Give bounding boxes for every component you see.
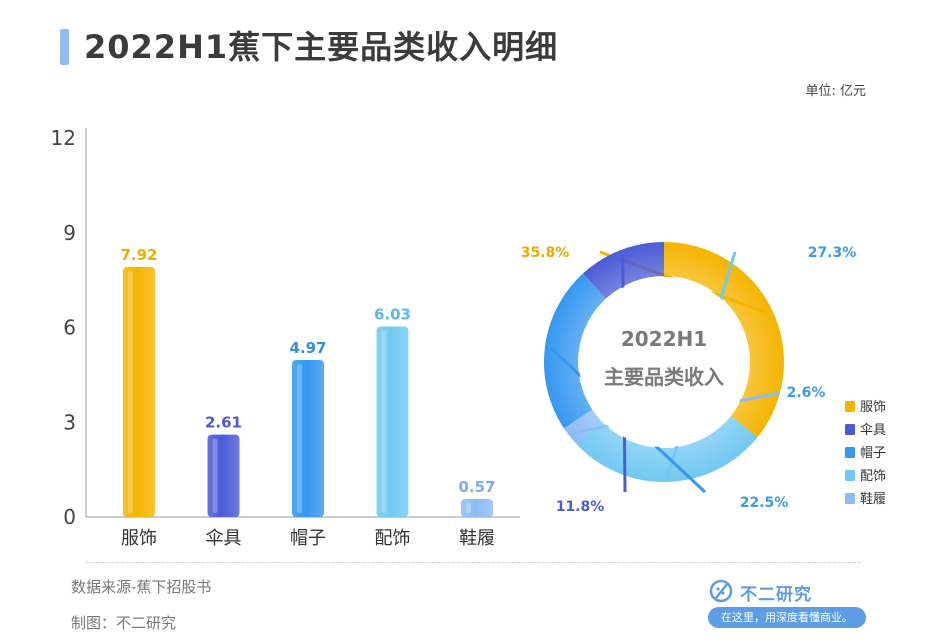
x-tick-label: 伞具	[206, 528, 242, 549]
x-tick-label: 鞋履	[459, 528, 495, 549]
footer-divider	[86, 562, 861, 563]
brand-name: 不二研究	[740, 585, 812, 605]
donut-hole	[579, 277, 749, 447]
brand-tagline: 在这里，用深度看懂商业。	[708, 607, 866, 628]
bar-服饰	[123, 266, 155, 517]
donut-slice-配饰	[576, 415, 758, 483]
title-accent-bar	[60, 29, 69, 65]
bar-value-label: 2.61	[205, 414, 242, 432]
legend-swatch	[845, 447, 855, 458]
donut-slice-服饰	[664, 242, 784, 438]
page-title: 2022H1蕉下主要品类收入明细	[84, 28, 559, 66]
donut-center-line-1: 2022H1	[621, 327, 707, 351]
slice-percent-label: 11.8%	[556, 499, 605, 515]
chart-credit: 制图：不二研究	[71, 614, 177, 632]
x-tick-label: 服饰	[121, 528, 157, 549]
legend-swatch	[845, 470, 855, 481]
slice-percent-label: 2.6%	[787, 385, 826, 401]
slice-percent-label: 22.5%	[740, 495, 789, 511]
bar-value-label: 0.57	[458, 478, 495, 496]
bar-配饰	[376, 326, 409, 517]
legend-swatch	[845, 424, 855, 435]
legend-swatch	[845, 493, 855, 504]
bar-value-label: 7.92	[120, 246, 157, 264]
slice-percent-label: 27.3%	[808, 245, 857, 261]
y-tick-label: 6	[63, 316, 76, 340]
legend-label: 服饰	[860, 400, 886, 415]
legend-label: 帽子	[860, 445, 886, 461]
bar-highlight	[297, 364, 302, 513]
bar-highlight	[466, 502, 471, 513]
donut-center-line-2: 主要品类收入	[604, 365, 724, 389]
bar-highlight	[212, 438, 218, 513]
x-tick-label: 配饰	[375, 528, 411, 549]
bar-value-label: 4.97	[289, 339, 326, 357]
bar-帽子	[292, 360, 324, 517]
x-tick-label: 帽子	[290, 528, 326, 549]
bar-鞋履	[461, 498, 493, 517]
unit-label: 单位: 亿元	[805, 84, 866, 99]
legend-label: 伞具	[860, 422, 886, 438]
slice-percent-label: 35.8%	[521, 245, 570, 261]
legend-swatch	[845, 401, 855, 412]
y-tick-label: 0	[63, 505, 76, 529]
legend-label: 鞋履	[860, 491, 886, 507]
legend-label: 配饰	[860, 469, 886, 484]
bar-highlight	[128, 270, 133, 513]
donut-slice-帽子	[544, 273, 606, 429]
y-tick-label: 12	[51, 126, 76, 150]
bar-highlight	[381, 330, 387, 513]
donut-slice-鞋履	[563, 409, 601, 444]
brand-logo-icon	[709, 579, 733, 603]
bar-value-label: 6.03	[374, 306, 411, 324]
data-source: 数据来源-蕉下招股书	[71, 578, 212, 596]
y-tick-label: 3	[63, 410, 76, 434]
y-tick-label: 9	[63, 221, 76, 245]
bar-伞具	[207, 434, 240, 517]
